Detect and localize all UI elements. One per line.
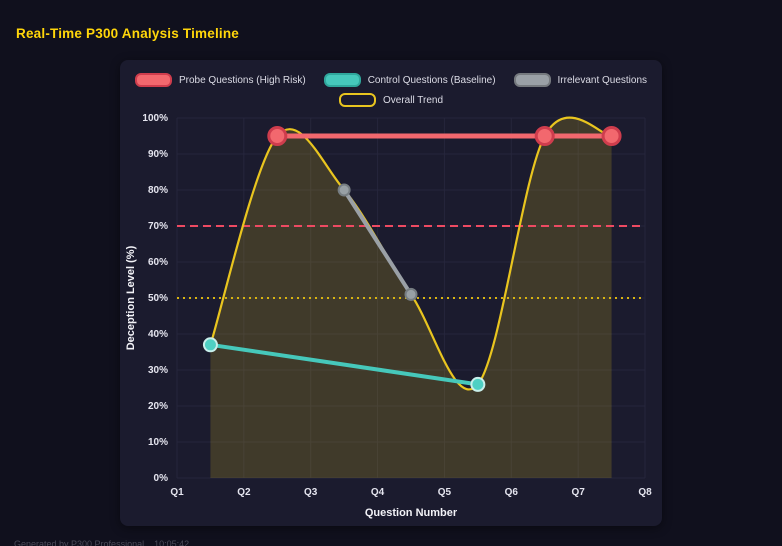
y-axis-label: Deception Level (%) bbox=[125, 245, 137, 350]
footer-note: Generated by P300 Professional 10:05:42 bbox=[14, 539, 190, 546]
data-point[interactable] bbox=[337, 183, 351, 197]
legend-label: Overall Trend bbox=[382, 94, 444, 106]
data-point[interactable] bbox=[404, 287, 418, 301]
legend-item[interactable]: Probe Questions (High Risk) bbox=[134, 73, 306, 87]
y-tick-label: 0% bbox=[154, 473, 169, 484]
y-tick-label: 80% bbox=[148, 185, 168, 196]
y-tick-label: 90% bbox=[148, 149, 168, 160]
legend-swatch bbox=[134, 73, 172, 87]
series-line bbox=[342, 188, 413, 297]
x-tick-label: Q6 bbox=[505, 487, 519, 498]
x-tick-label: Q1 bbox=[170, 487, 184, 498]
p300-timeline-chart: Q1 Q2 Q3 Q4 Q5 Q6 Q7 Q8 0% 10% 20% 30% 40% 50% 60% 70% 8… bbox=[125, 113, 652, 519]
legend-row: Overall Trend bbox=[120, 90, 662, 110]
x-tick-label: Q3 bbox=[304, 487, 318, 498]
y-tick-label: 30% bbox=[148, 365, 168, 376]
x-tick-label: Q4 bbox=[371, 487, 385, 498]
legend-swatch bbox=[513, 73, 551, 87]
x-tick-label: Q8 bbox=[638, 487, 652, 498]
legend-swatch bbox=[323, 73, 361, 87]
chart-panel: Probe Questions (High Risk) Control Quest… bbox=[120, 60, 662, 526]
data-point[interactable] bbox=[470, 376, 486, 392]
legend-label: Probe Questions (High Risk) bbox=[178, 74, 306, 86]
legend-swatch bbox=[338, 93, 376, 107]
legend-label: Irrelevant Questions bbox=[557, 74, 648, 86]
data-point[interactable] bbox=[534, 126, 555, 146]
x-axis-label: Question Number bbox=[365, 507, 458, 519]
chart-legend: Probe Questions (High Risk) Control Quest… bbox=[120, 60, 662, 110]
y-tick-label: 60% bbox=[148, 257, 168, 268]
legend-item[interactable]: Control Questions (Baseline) bbox=[323, 73, 496, 87]
x-tick-label: Q5 bbox=[438, 487, 452, 498]
series-line bbox=[208, 342, 480, 387]
x-tick-label: Q7 bbox=[571, 487, 585, 498]
legend-row: Probe Questions (High Risk) Control Quest… bbox=[120, 70, 662, 90]
y-tick-label: 10% bbox=[148, 437, 168, 448]
legend-item[interactable]: Irrelevant Questions bbox=[513, 73, 648, 87]
data-point[interactable] bbox=[601, 126, 622, 146]
legend-label: Control Questions (Baseline) bbox=[367, 74, 496, 86]
y-tick-label: 70% bbox=[148, 221, 168, 232]
legend-item[interactable]: Overall Trend bbox=[338, 93, 444, 107]
data-point[interactable] bbox=[267, 126, 288, 146]
data-point[interactable] bbox=[202, 337, 218, 353]
y-tick-label: 20% bbox=[148, 401, 168, 412]
y-tick-label: 40% bbox=[148, 329, 168, 340]
page-title: Real-Time P300 Analysis Timeline bbox=[16, 26, 240, 41]
y-tick-label: 50% bbox=[148, 293, 168, 304]
x-tick-label: Q2 bbox=[237, 487, 251, 498]
y-tick-label: 100% bbox=[142, 113, 168, 124]
